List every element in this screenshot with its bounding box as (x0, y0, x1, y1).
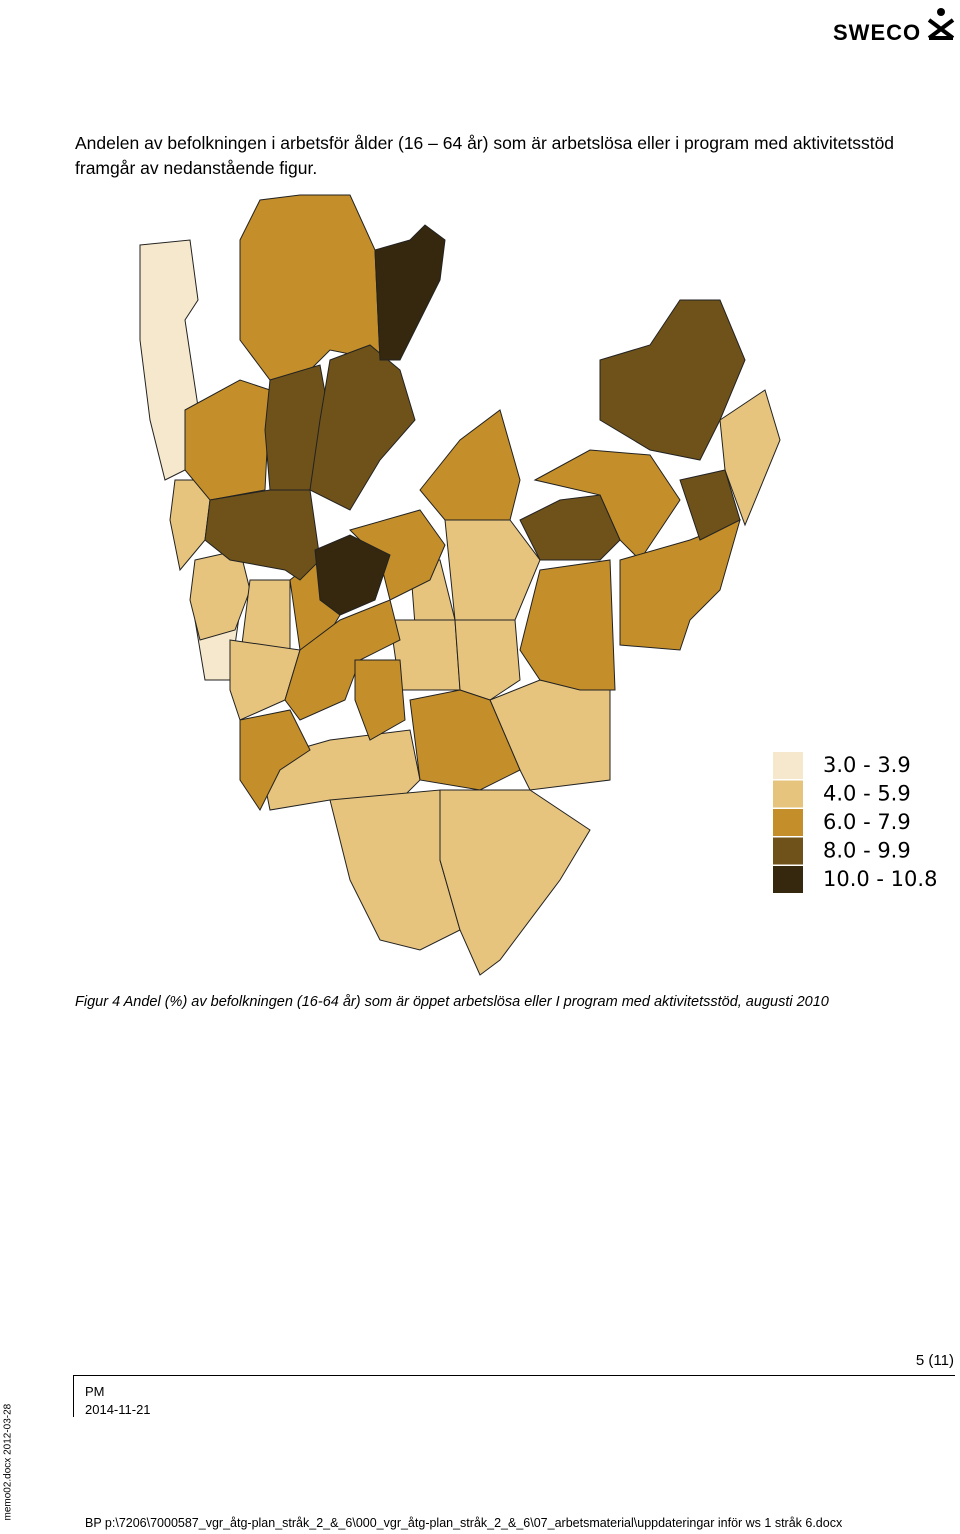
doc-type: PM (85, 1384, 105, 1399)
file-path: BP p:\7206\7000587_vgr_åtg-plan_stråk_2_… (85, 1516, 843, 1530)
logo-text: SWECO (833, 20, 922, 45)
legend-swatch (773, 752, 803, 779)
logo-icon (927, 8, 955, 40)
doc-date: 2014-11-21 (85, 1402, 151, 1417)
footer-rule (73, 1375, 955, 1376)
legend: 3.0 - 3.9 4.0 - 5.9 6.0 - 7.9 8.0 - 9.9 10.0… (773, 752, 937, 893)
legend-label: 8.0 - 9.9 (823, 839, 911, 863)
legend-swatch (773, 809, 803, 836)
legend-swatch (773, 837, 803, 865)
paragraph: Andelen av befolkningen i arbetsför ålde… (75, 133, 895, 178)
figure-caption: Figur 4 Andel (%) av befolkningen (16-64… (75, 994, 829, 1010)
map: 3.0 - 3.9 4.0 - 5.9 6.0 - 7.9 8.0 - 9.9 10.0… (139, 194, 937, 976)
legend-label: 4.0 - 5.9 (823, 782, 911, 806)
legend-label: 6.0 - 7.9 (823, 810, 911, 834)
legend-swatch (773, 780, 803, 808)
template-id: memo02.docx 2012-03-28 (2, 1403, 14, 1521)
legend-label: 10.0 - 10.8 (823, 867, 937, 891)
legend-swatch (773, 866, 803, 893)
footer-tick (73, 1375, 74, 1417)
page-number: 5 (11) (915, 1352, 954, 1369)
legend-label: 3.0 - 3.9 (823, 753, 911, 777)
